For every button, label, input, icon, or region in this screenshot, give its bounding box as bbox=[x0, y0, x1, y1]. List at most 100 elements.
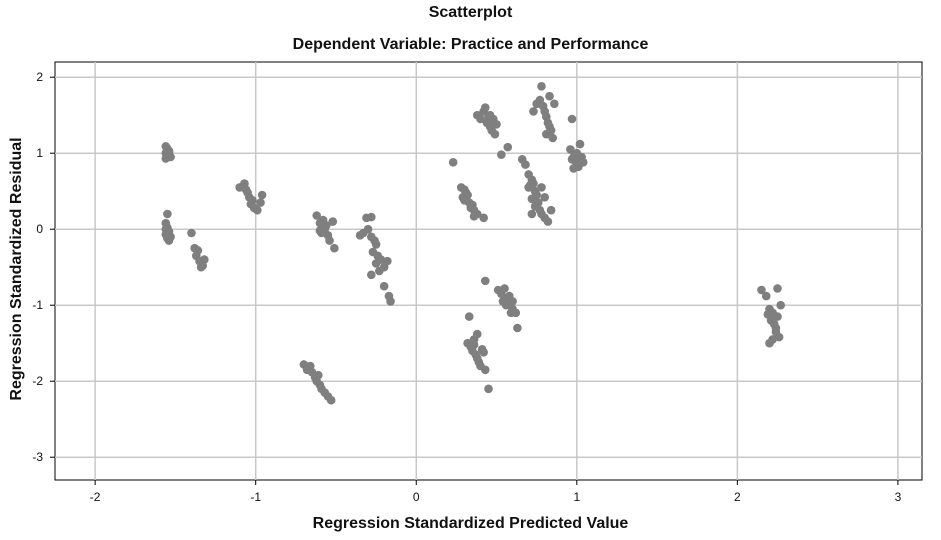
scatter-point bbox=[479, 348, 488, 357]
scatter-point bbox=[501, 300, 511, 310]
scatter-point bbox=[578, 158, 588, 167]
scatter-point bbox=[326, 395, 336, 405]
scatter-point bbox=[566, 145, 575, 154]
scatter-point bbox=[537, 82, 546, 91]
scatter-point bbox=[480, 103, 490, 112]
scatter-point bbox=[543, 217, 553, 226]
scatter-point bbox=[490, 129, 500, 139]
scatter-point bbox=[187, 228, 196, 238]
scatter-point bbox=[500, 284, 509, 293]
scatter-point bbox=[511, 308, 521, 318]
x-tick-label: -2 bbox=[90, 490, 101, 504]
scatter-point bbox=[163, 209, 172, 219]
scatter-point bbox=[569, 164, 578, 173]
scatter-point bbox=[485, 110, 495, 120]
y-axis-ticks: 2 1 0 -1 -2 -3 bbox=[32, 70, 55, 464]
scatter-point bbox=[527, 194, 537, 204]
scatter-point bbox=[521, 160, 530, 169]
scatter-point bbox=[371, 240, 381, 249]
x-axis-label: Regression Standardized Predicted Value bbox=[312, 515, 629, 532]
scatter-point bbox=[761, 291, 771, 301]
scatter-point bbox=[472, 329, 482, 339]
scatter-point bbox=[572, 148, 582, 158]
x-tick-label: 0 bbox=[413, 490, 420, 504]
scatter-point bbox=[166, 232, 175, 242]
scatter-point bbox=[161, 224, 171, 234]
scatter-point bbox=[771, 323, 781, 333]
scatter-point bbox=[469, 211, 479, 221]
data-points bbox=[161, 82, 786, 405]
scatter-point bbox=[537, 183, 546, 192]
scatter-point bbox=[513, 323, 522, 333]
y-tick-label: -1 bbox=[32, 298, 43, 312]
scatter-point bbox=[164, 148, 174, 157]
x-axis-ticks: -2 -1 0 1 2 3 bbox=[90, 480, 902, 504]
scatter-point bbox=[492, 120, 501, 129]
scatter-point bbox=[480, 365, 490, 375]
chart-title: Scatterplot bbox=[428, 4, 513, 21]
scatter-point bbox=[503, 142, 513, 152]
scatter-point bbox=[379, 281, 389, 291]
y-axis-label: Regression Standardized Residual bbox=[8, 137, 25, 401]
y-tick-label: -3 bbox=[32, 450, 43, 464]
scatter-point bbox=[529, 107, 538, 116]
scatter-point bbox=[575, 139, 585, 149]
y-tick-label: 1 bbox=[36, 146, 43, 160]
scatter-point bbox=[542, 129, 551, 139]
scatter-point bbox=[200, 255, 209, 264]
scatter-point bbox=[241, 185, 251, 194]
scatter-point bbox=[567, 154, 577, 164]
scatter-point bbox=[540, 192, 549, 202]
scatter-point bbox=[757, 285, 766, 295]
x-tick-label: 1 bbox=[573, 490, 580, 504]
scatter-point bbox=[458, 192, 468, 202]
scatter-point bbox=[448, 158, 458, 167]
scatter-point bbox=[366, 270, 376, 280]
scatter-point bbox=[545, 91, 554, 101]
scatter-point bbox=[363, 224, 373, 234]
scatter-point bbox=[776, 300, 786, 310]
scatter-point bbox=[527, 209, 537, 219]
scatter-point bbox=[383, 256, 392, 266]
scatter-point bbox=[773, 284, 782, 293]
scatter-point bbox=[763, 310, 773, 319]
scatter-point bbox=[567, 114, 577, 124]
scatter-point bbox=[471, 350, 480, 359]
scatter-point bbox=[469, 340, 479, 350]
scatter-point bbox=[312, 211, 322, 220]
scatter-point bbox=[305, 361, 315, 371]
scatter-point bbox=[484, 384, 493, 394]
x-tick-label: 3 bbox=[895, 490, 902, 504]
scatter-point bbox=[480, 276, 490, 286]
x-tick-label: -1 bbox=[250, 490, 261, 504]
scatter-point bbox=[371, 259, 381, 268]
chart-subtitle: Dependent Variable: Practice and Perform… bbox=[292, 36, 649, 53]
scatter-point bbox=[497, 150, 506, 160]
scatter-point bbox=[330, 243, 339, 253]
x-tick-label: 2 bbox=[734, 490, 741, 504]
scatter-point bbox=[325, 236, 334, 245]
scatter-point bbox=[525, 180, 535, 190]
y-tick-label: 2 bbox=[36, 70, 43, 84]
scatter-point bbox=[546, 205, 556, 215]
scatter-point bbox=[464, 312, 474, 321]
scatter-point bbox=[548, 133, 558, 143]
y-tick-label: 0 bbox=[36, 222, 43, 236]
scatter-point bbox=[328, 217, 338, 226]
scatter-point bbox=[322, 221, 331, 230]
scatter-point bbox=[508, 297, 517, 306]
scatter-point bbox=[479, 213, 488, 223]
y-tick-label: -2 bbox=[32, 374, 43, 388]
scatter-point bbox=[476, 114, 485, 124]
scatter-point bbox=[773, 312, 782, 321]
scatter-point bbox=[257, 190, 267, 200]
scatter-point bbox=[366, 212, 376, 222]
scatter-point bbox=[196, 262, 206, 272]
scatter-point bbox=[386, 297, 395, 306]
scatter-point bbox=[252, 205, 262, 215]
scatter-point bbox=[314, 370, 323, 380]
scatter-point bbox=[315, 226, 325, 236]
scatter-point bbox=[550, 99, 559, 109]
scatter-point bbox=[765, 338, 774, 348]
